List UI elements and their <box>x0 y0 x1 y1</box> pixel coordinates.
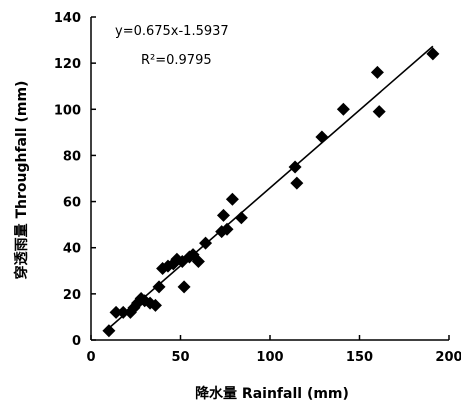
data-point <box>148 298 162 312</box>
y-tick-label: 20 <box>63 288 81 303</box>
x-tick-label: 200 <box>435 350 461 365</box>
y-tick-label: 80 <box>63 149 81 164</box>
y-axis-ticks: 0 20 40 60 80 100 120 140 <box>54 11 96 349</box>
y-tick-label: 120 <box>54 57 81 72</box>
y-tick-label: 60 <box>63 196 81 211</box>
x-tick-label: 50 <box>171 350 189 365</box>
data-point <box>290 176 304 190</box>
data-point <box>336 102 350 116</box>
data-point <box>216 208 230 222</box>
y-tick-label: 0 <box>72 334 81 349</box>
data-point <box>116 305 130 319</box>
y-tick-label: 140 <box>54 11 81 26</box>
y-tick-label: 100 <box>54 103 81 118</box>
data-point <box>288 160 302 174</box>
y-axis-title: 穿透雨量 Throughfall (mm) <box>13 81 30 280</box>
regression-line <box>108 45 434 329</box>
data-point <box>315 130 329 144</box>
data-point <box>152 280 166 294</box>
data-point <box>102 324 116 338</box>
x-tick-label: 150 <box>346 350 373 365</box>
x-tick-label: 100 <box>256 350 283 365</box>
data-points <box>102 47 440 338</box>
data-point <box>234 211 248 225</box>
data-point <box>109 305 123 319</box>
data-point <box>220 222 234 236</box>
data-point <box>370 65 384 79</box>
data-point <box>177 280 191 294</box>
data-point <box>191 255 205 269</box>
data-point <box>426 47 440 61</box>
data-point <box>372 105 386 119</box>
y-tick-label: 40 <box>63 242 81 257</box>
x-tick-label: 0 <box>86 350 95 365</box>
data-point <box>175 255 189 269</box>
x-axis-ticks: 0 50 100 150 200 <box>86 335 461 365</box>
x-axis-title: 降水量 Rainfall (mm) <box>195 385 349 402</box>
data-point <box>225 192 239 206</box>
data-point <box>199 236 213 250</box>
r-squared-label: R²=0.9795 <box>141 53 212 68</box>
regression-equation: y=0.675x-1.5937 <box>115 24 229 39</box>
